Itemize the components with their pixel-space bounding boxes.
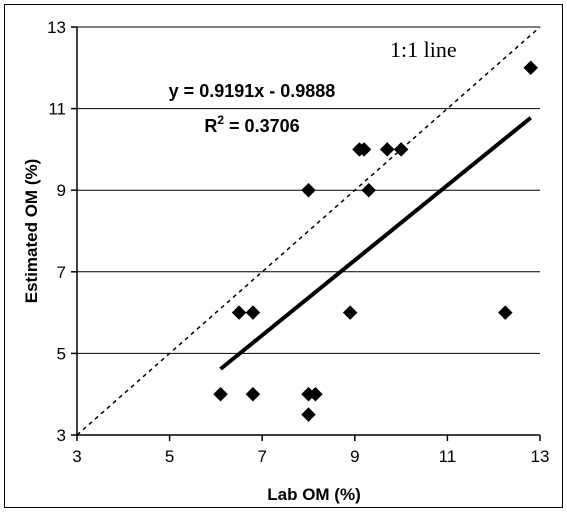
data-point-0-13 bbox=[393, 142, 409, 157]
data-point-0-8 bbox=[342, 305, 358, 320]
trendline-equation: y = 0.9191x - 0.9888 bbox=[169, 81, 336, 101]
y-tick-label-11: 11 bbox=[48, 100, 66, 119]
trendline bbox=[219, 116, 532, 371]
tick-labels: 3 5 7 9 11 13 3 5 7 9 11 13 bbox=[47, 18, 549, 466]
axes bbox=[71, 26, 541, 441]
x-axis-title: Lab OM (%) bbox=[267, 485, 361, 504]
data-point-0-1 bbox=[231, 305, 247, 320]
data-point-0-7 bbox=[308, 386, 323, 402]
data-point-0-6 bbox=[301, 407, 316, 422]
data-point-0-11 bbox=[361, 182, 377, 198]
x-tick-label-3: 3 bbox=[72, 447, 81, 466]
data-points bbox=[213, 60, 539, 422]
data-point-0-4 bbox=[301, 182, 316, 198]
x-tick-label-5: 5 bbox=[165, 447, 174, 466]
y-tick-label-9: 9 bbox=[57, 181, 66, 200]
x-tick-label-7: 7 bbox=[257, 447, 266, 466]
data-point-0-15 bbox=[523, 60, 539, 76]
reference-line-1-1 bbox=[76, 26, 541, 436]
y-axis-title: Estimated OM (%) bbox=[22, 159, 41, 304]
y-tick-label-13: 13 bbox=[47, 18, 66, 37]
x-tick-label-13: 13 bbox=[531, 447, 550, 466]
gridlines bbox=[77, 26, 540, 354]
r-squared-label: R2 = 0.3706 bbox=[204, 113, 299, 136]
y-tick-label-3: 3 bbox=[57, 426, 66, 445]
data-point-0-3 bbox=[245, 386, 261, 402]
data-point-0-2 bbox=[245, 305, 261, 320]
data-point-0-12 bbox=[379, 142, 395, 157]
r-squared-value: = 0.3706 bbox=[224, 116, 300, 136]
r-squared-base: R bbox=[204, 116, 217, 136]
reference-line-label: 1:1 line bbox=[390, 37, 457, 62]
data-point-0-14 bbox=[497, 305, 513, 320]
x-tick-label-9: 9 bbox=[350, 447, 359, 466]
data-point-0-10 bbox=[356, 142, 372, 157]
y-tick-label-7: 7 bbox=[57, 263, 66, 282]
r-squared-exponent: 2 bbox=[217, 113, 224, 127]
x-tick-label-11: 11 bbox=[439, 447, 457, 466]
data-point-0-0 bbox=[213, 386, 228, 402]
y-tick-label-5: 5 bbox=[57, 344, 66, 363]
